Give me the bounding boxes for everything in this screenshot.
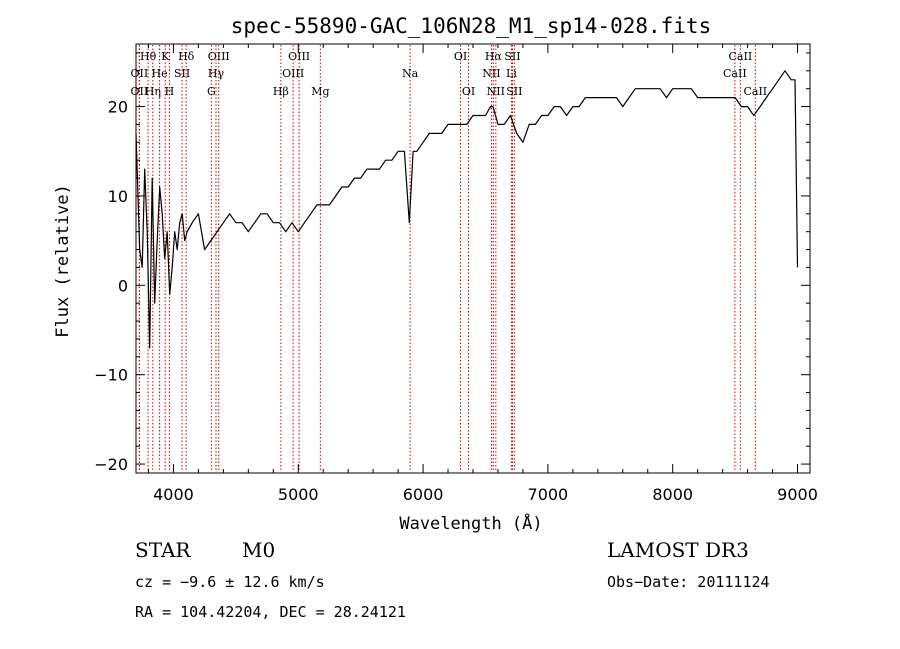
spectral-line-label: H [165, 85, 175, 98]
spectral-line-label: OII [131, 85, 149, 98]
spectral-line-label: He [152, 67, 168, 80]
spectral-line-label: OI [454, 50, 467, 63]
spectral-line-label: OIII [282, 67, 304, 80]
spectral-line-label: Hδ [178, 50, 195, 63]
y-tick-label: 20 [108, 98, 128, 117]
spectral-line-label: NII [487, 85, 505, 98]
x-tick-label: 5000 [278, 485, 319, 504]
redshift-cz: cz = −9.6 ± 12.6 km/s [135, 573, 325, 591]
spectral-line-label: OI [462, 85, 475, 98]
spectral-line-markers [138, 45, 756, 472]
x-tick-label: 7000 [528, 485, 569, 504]
y-tick-label: −20 [94, 455, 128, 474]
x-tick-label: 8000 [652, 485, 693, 504]
spectral-subclass: M0 [242, 538, 276, 562]
spectral-line-label: G [207, 85, 216, 98]
spectral-line-label: Hα [485, 50, 503, 63]
spectral-line-label: CaII [743, 85, 767, 98]
spectral-line-label: SII [174, 67, 190, 80]
survey-name: LAMOST DR3 [607, 538, 749, 562]
spectral-line-label: Hη [145, 85, 161, 98]
spectral-line-label: Mg [311, 85, 329, 98]
spectrum-series [135, 70, 799, 349]
ra-dec-coordinates: RA = 104.42204, DEC = 28.24121 [135, 603, 406, 621]
spectral-line-label: CaII [729, 50, 753, 63]
spectral-line-label: Hβ [273, 85, 289, 98]
y-tick-label: −10 [94, 366, 128, 385]
x-axis-label: Wavelength (Å) [399, 512, 542, 534]
y-axis-label: Flux (relative) [53, 184, 73, 338]
y-tick-label: 10 [108, 187, 128, 206]
x-tick-label: 6000 [403, 485, 444, 504]
star-type: STAR [135, 538, 191, 562]
spectral-line-label: SII [506, 85, 522, 98]
x-tick-label: 4000 [153, 485, 194, 504]
spectral-line-label: CaII [723, 67, 747, 80]
spectrum-line [135, 70, 799, 349]
spectral-line-label: Hθ [140, 50, 157, 63]
y-tick-label: 0 [118, 276, 128, 295]
spectral-line-label: K [161, 50, 170, 63]
spectral-line-labels: OII OII Hθ Hη He K H SII Hδ G Hγ OIII Hβ OIII OIII Mg Na… [131, 50, 768, 98]
observation-date: Obs−Date: 20111124 [607, 573, 770, 591]
spectral-line-label: OIII [208, 50, 230, 63]
spectral-line-label: OII [131, 67, 149, 80]
spectral-line-label: OIII [288, 50, 310, 63]
axis-ticks: 4000 5000 6000 7000 8000 9000 −20 −10 0 10 20 [94, 44, 818, 504]
spectral-line-label: Li [506, 67, 517, 80]
chart-title: spec-55890-GAC_106N28_M1_sp14-028.fits [231, 14, 711, 38]
spectral-line-label: Hγ [208, 67, 225, 80]
spectral-line-label: NII [482, 67, 500, 80]
spectral-line-label: Na [402, 67, 419, 80]
x-tick-label: 9000 [777, 485, 818, 504]
plot-frame [135, 43, 811, 474]
spectral-line-label: SII [504, 50, 520, 63]
